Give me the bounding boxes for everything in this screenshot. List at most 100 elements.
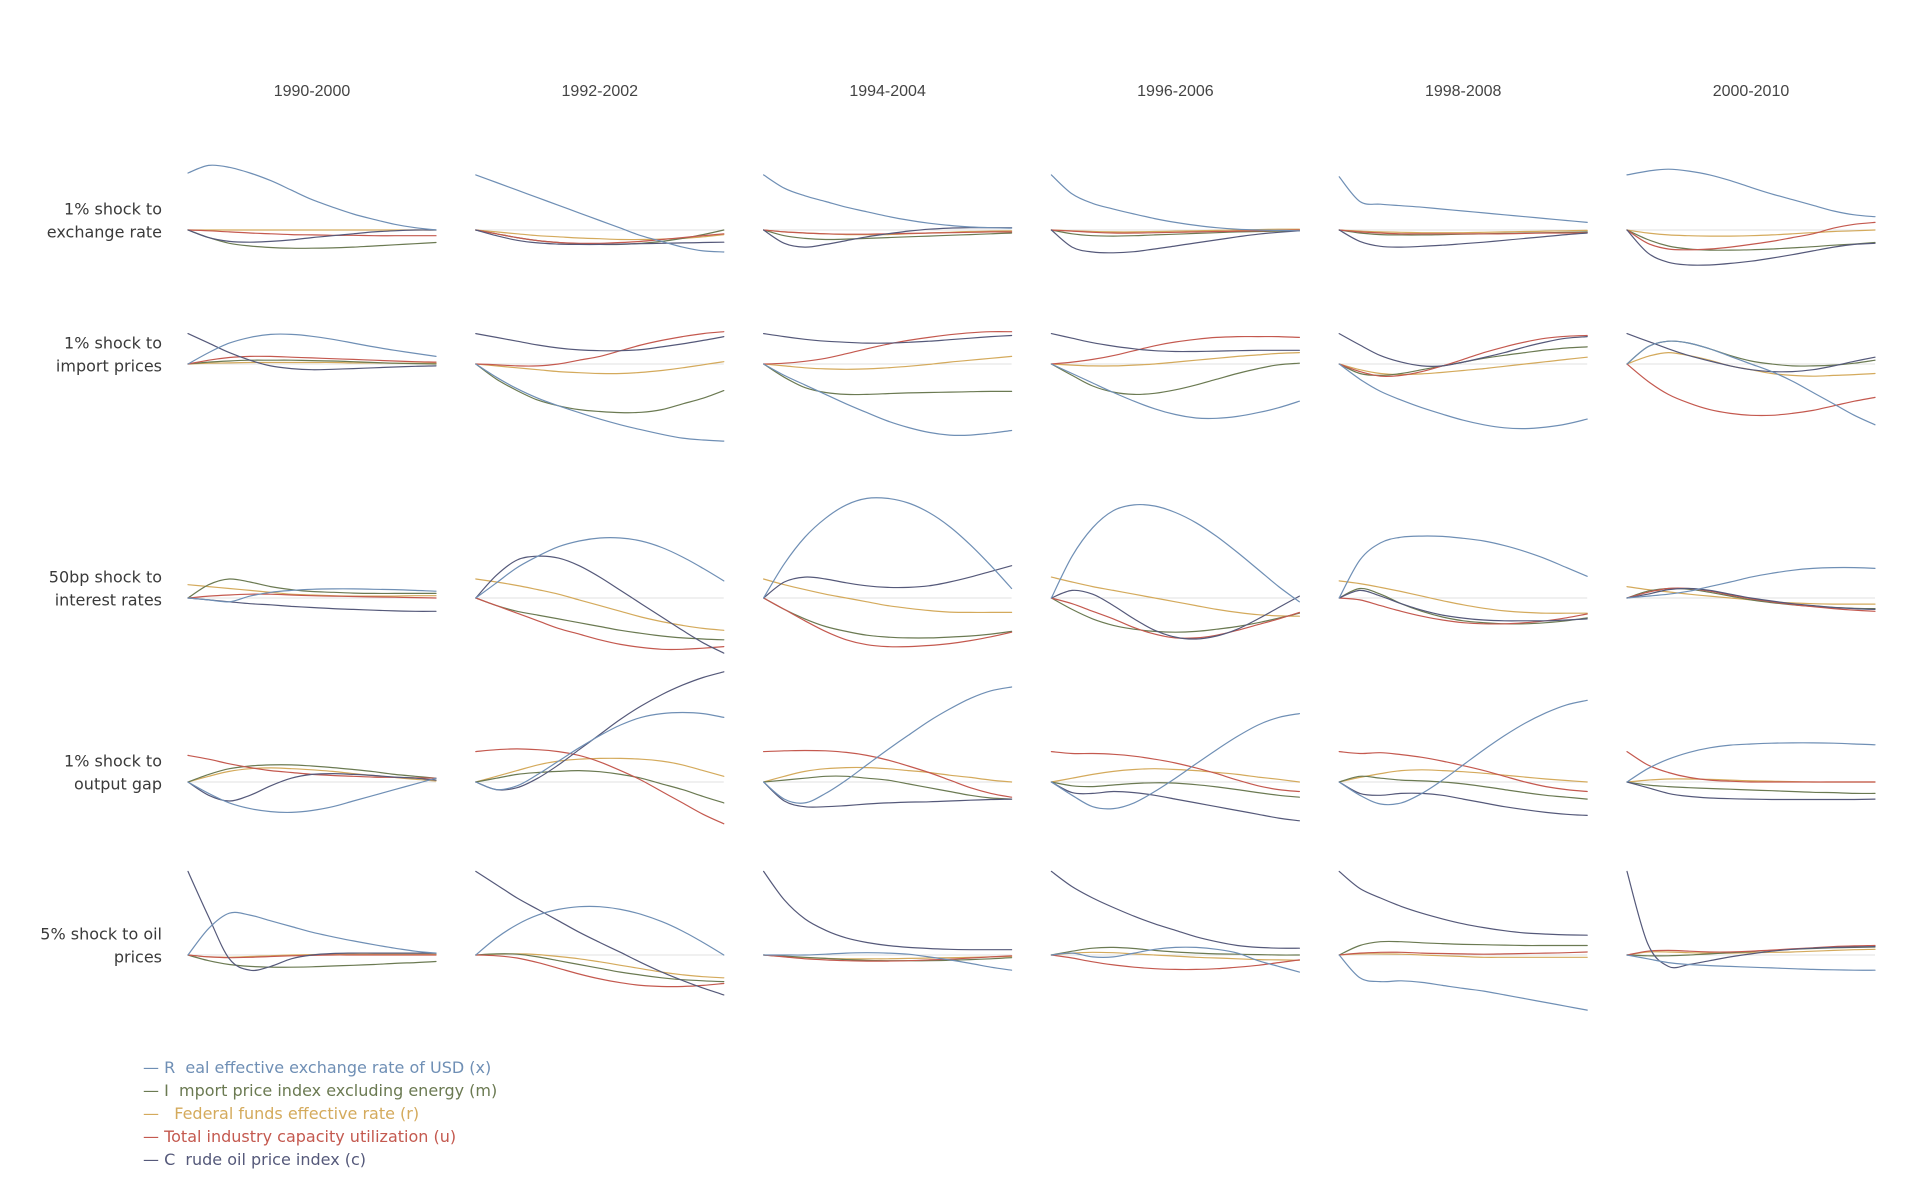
series-line-u (187, 355, 437, 365)
series-line-c (187, 229, 437, 243)
series-line-m (1050, 362, 1300, 396)
series-line-u (475, 597, 725, 651)
series-line-u (1626, 363, 1876, 417)
panel (187, 754, 437, 814)
series-line-r (1050, 768, 1300, 783)
series-line-u (1626, 944, 1876, 956)
series-line-m (475, 363, 725, 414)
column-label: 1998-2008 (1425, 83, 1502, 100)
series-line-r (1338, 953, 1588, 958)
panel (1050, 870, 1300, 973)
series-line-r (1050, 951, 1300, 961)
panel (763, 174, 1013, 248)
series-line-r (763, 766, 1013, 783)
panel (1626, 566, 1876, 612)
series-line-x (1338, 954, 1588, 1011)
series-line-u (1338, 751, 1588, 793)
series-line-r (475, 578, 725, 631)
series-line-u (1626, 751, 1876, 783)
series-line-c (187, 773, 437, 802)
row-label: import prices (56, 357, 162, 376)
series-line-c (1338, 589, 1588, 622)
series-line-m (1626, 340, 1876, 367)
row-label: 5% shock to oil (40, 925, 162, 944)
series-line-x (1626, 168, 1876, 218)
row-label: output gap (74, 775, 162, 794)
series-line-c (763, 565, 1013, 599)
panel (1338, 699, 1588, 816)
series-line-u (1338, 229, 1588, 235)
series-line-u (763, 749, 1013, 798)
row-label: exchange rate (47, 223, 162, 242)
series-line-x (475, 363, 725, 442)
series-line-r (763, 578, 1013, 614)
series-line-r (1338, 769, 1588, 783)
series-line-x (1338, 535, 1588, 599)
series-line-u (1338, 951, 1588, 956)
panel (475, 671, 725, 825)
series-line-m (187, 954, 437, 968)
series-line-c (475, 555, 725, 654)
series-line-c (763, 781, 1013, 808)
series-line-x (475, 174, 725, 253)
panel (763, 331, 1013, 436)
series-line-r (1050, 352, 1300, 367)
series-line-c (187, 870, 437, 972)
series-line-u (187, 593, 437, 599)
series-line-u (763, 597, 1013, 648)
panel (1050, 713, 1300, 822)
panel (1626, 742, 1876, 801)
series-line-u (1338, 597, 1588, 625)
series-line-c (475, 229, 725, 246)
panel (1338, 535, 1588, 625)
series-line-x (187, 777, 437, 814)
series-line-m (1050, 946, 1300, 956)
series-line-c (1626, 229, 1876, 266)
series-line-c (763, 870, 1013, 951)
legend-entry-x: — R eal effective exchange rate of USD (… (143, 1058, 491, 1077)
series-line-c (1050, 870, 1300, 949)
series-line-u (763, 954, 1013, 962)
series-line-c (1338, 870, 1588, 936)
row-label: prices (114, 948, 162, 967)
series-line-x (187, 911, 437, 956)
series-line-c (1050, 333, 1300, 353)
series-line-x (187, 588, 437, 603)
series-line-x (763, 363, 1013, 436)
series-line-u (475, 954, 725, 988)
series-line-x (1338, 363, 1588, 430)
series-line-m (475, 953, 725, 983)
panel (475, 870, 725, 996)
series-line-r (1626, 229, 1876, 237)
series-line-x (1050, 174, 1300, 232)
series-line-r (475, 757, 725, 783)
series-line-m (475, 769, 725, 804)
panel (187, 333, 437, 371)
panel (475, 537, 725, 654)
series-line-u (1338, 334, 1588, 378)
series-line-c (1338, 781, 1588, 816)
series-line-m (1338, 587, 1588, 625)
column-label: 2000-2010 (1713, 83, 1790, 100)
panel (1050, 333, 1300, 420)
series-line-u (1626, 587, 1876, 612)
panel (763, 870, 1013, 971)
series-line-x (1626, 954, 1876, 971)
series-line-m (763, 597, 1013, 639)
series-line-m (763, 229, 1013, 241)
panel (1626, 870, 1876, 971)
series-line-u (475, 748, 725, 825)
series-line-r (1338, 356, 1588, 376)
panel (1050, 174, 1300, 254)
row-label: 1% shock to (64, 752, 162, 771)
series-line-c (1338, 229, 1588, 248)
panel (763, 686, 1013, 808)
series-line-u (475, 331, 725, 367)
panels-grid (187, 164, 1876, 1011)
series-line-m (1338, 775, 1588, 800)
series-line-u (1050, 335, 1300, 365)
series-line-r (1338, 229, 1588, 234)
series-line-m (187, 578, 437, 599)
series-line-u (1626, 221, 1876, 251)
panel (1626, 333, 1876, 426)
